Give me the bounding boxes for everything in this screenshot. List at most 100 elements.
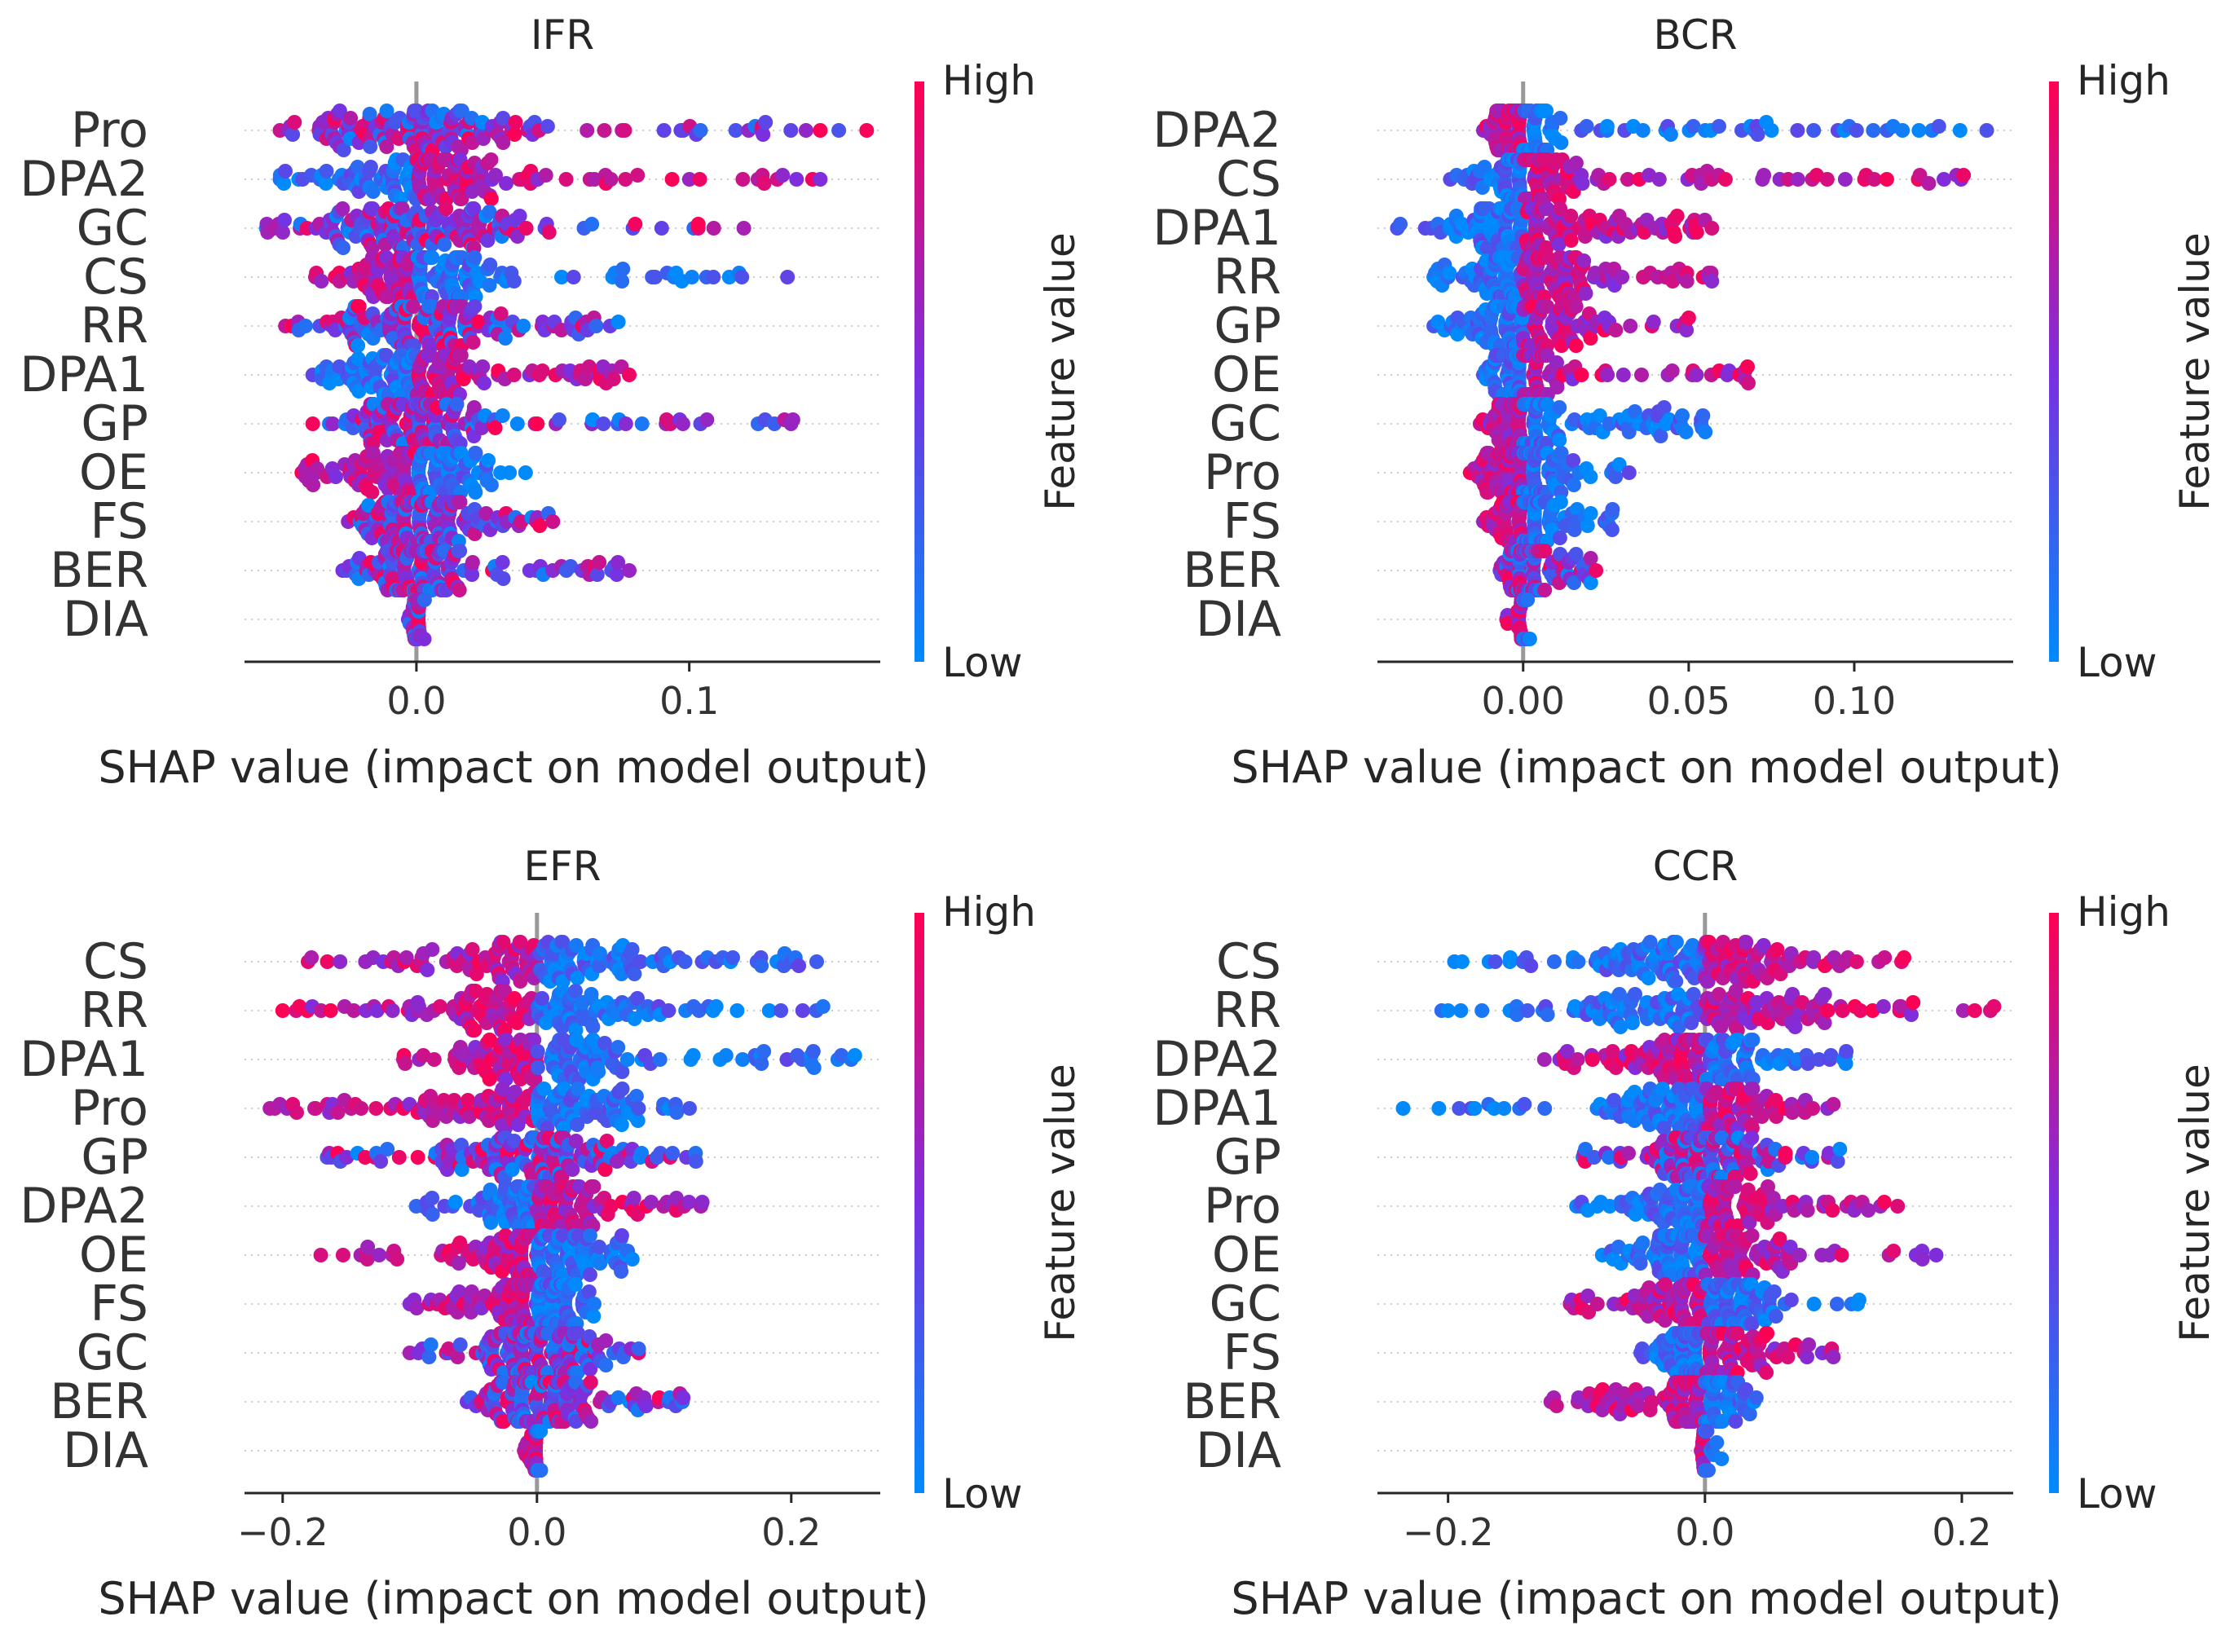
- shap-dot: [1849, 954, 1864, 969]
- shap-dot: [285, 127, 301, 142]
- shap-dot: [1611, 457, 1627, 472]
- shap-dot: [591, 1064, 606, 1079]
- shap-dot: [1583, 469, 1598, 484]
- shap-dot: [1689, 368, 1704, 382]
- shap-dot: [532, 518, 548, 533]
- shap-dot: [305, 416, 320, 431]
- shap-dot: [1453, 1003, 1469, 1018]
- shap-dot: [734, 270, 750, 284]
- shap-dot: [304, 950, 320, 965]
- shap-dot: [669, 1105, 685, 1120]
- colorbar: [2049, 81, 2059, 662]
- shap-dot: [461, 1093, 476, 1108]
- shap-dot: [385, 1003, 400, 1018]
- shap-dot: [1578, 286, 1593, 301]
- shap-dot: [1911, 123, 1927, 138]
- shap-dot: [538, 168, 553, 183]
- shap-dot: [495, 408, 510, 423]
- shap-dot: [508, 115, 523, 130]
- feature-label: CS: [83, 249, 148, 306]
- shap-dot: [652, 1052, 668, 1067]
- shap-dot: [394, 201, 410, 216]
- shap-dot: [1806, 123, 1822, 138]
- shap-dot: [477, 376, 491, 390]
- shap-dot: [425, 250, 440, 265]
- shap-dot: [1583, 551, 1598, 566]
- shap-dot: [1866, 123, 1881, 138]
- colorbar-high-label: High: [942, 888, 1036, 936]
- shap-dot: [618, 416, 633, 431]
- shap-dot: [390, 1252, 405, 1267]
- shap-dot: [1897, 950, 1912, 965]
- shap-dot: [1442, 266, 1457, 280]
- shap-dot: [319, 164, 334, 178]
- shap-dot: [1615, 368, 1631, 382]
- shap-dot: [1790, 172, 1805, 187]
- shap-dot: [1580, 518, 1595, 533]
- shap-dot: [1583, 575, 1598, 590]
- shap-dot: [478, 506, 494, 521]
- feature-label: GC: [77, 200, 148, 257]
- shap-dot: [1520, 1003, 1535, 1018]
- shap-dot: [1877, 950, 1893, 965]
- shap-dot: [654, 221, 669, 236]
- dots-layer: [1395, 935, 2002, 1478]
- shap-dot: [332, 104, 347, 118]
- shap-dot: [1563, 209, 1579, 223]
- shap-dot: [1454, 954, 1470, 969]
- shap-dot: [1540, 201, 1555, 216]
- shap-dot: [380, 1142, 395, 1156]
- shap-dot: [410, 1150, 425, 1165]
- x-ticks: 0.00 0.05 0.10: [1482, 662, 1896, 723]
- shap-dot: [1553, 111, 1568, 126]
- shap-dot: [1641, 971, 1656, 985]
- shap-dot: [1764, 123, 1779, 138]
- shap-dot: [379, 104, 394, 118]
- shap-dot: [467, 526, 483, 541]
- shap-dot: [483, 478, 499, 492]
- shap-dot: [468, 446, 483, 460]
- shap-dot: [736, 221, 751, 236]
- shap-dot: [756, 1044, 772, 1059]
- shap-dot: [1668, 229, 1683, 244]
- shap-dot: [597, 1162, 613, 1177]
- shap-dot: [1575, 176, 1590, 191]
- x-ticks: −0.2 0.0 0.2: [237, 1493, 821, 1554]
- shap-dot: [1686, 119, 1701, 134]
- shap-dot: [1740, 359, 1755, 374]
- shap-dot: [335, 1248, 350, 1262]
- shap-dot: [610, 555, 626, 570]
- shap-dot: [630, 168, 646, 183]
- shap-dot: [467, 250, 483, 265]
- feature-label: GP: [81, 395, 148, 452]
- shap-dot: [465, 555, 480, 570]
- shap-dot: [323, 1003, 338, 1018]
- shap-dot: [465, 135, 480, 150]
- feature-label: RR: [81, 297, 148, 355]
- shap-dot: [454, 1138, 469, 1152]
- colorbar-low-label: Low: [942, 639, 1022, 686]
- shap-dot: [527, 1033, 542, 1047]
- shap-dot: [582, 1228, 597, 1243]
- shap-dot: [563, 559, 579, 574]
- shap-dot: [589, 567, 605, 582]
- shap-dot: [416, 593, 432, 607]
- shap-dot: [1642, 935, 1658, 949]
- shap-dot: [426, 1052, 442, 1067]
- shap-dot: [1704, 274, 1720, 289]
- colorbar-title: Feature value: [1037, 1064, 1084, 1341]
- shap-dot: [619, 1052, 635, 1067]
- shap-dot: [536, 1082, 552, 1096]
- shap-dot: [1551, 237, 1567, 252]
- shap-dot: [609, 567, 624, 582]
- shap-dot: [1717, 172, 1733, 187]
- x-tick-label: 0.00: [1482, 679, 1565, 723]
- shap-dot: [665, 1146, 681, 1161]
- shap-dot: [630, 1113, 646, 1128]
- shap-dot: [1540, 1007, 1555, 1022]
- shap-dot: [1656, 400, 1672, 415]
- shap-dot: [350, 338, 366, 353]
- shap-dot: [735, 172, 751, 187]
- shap-dot: [1790, 123, 1805, 138]
